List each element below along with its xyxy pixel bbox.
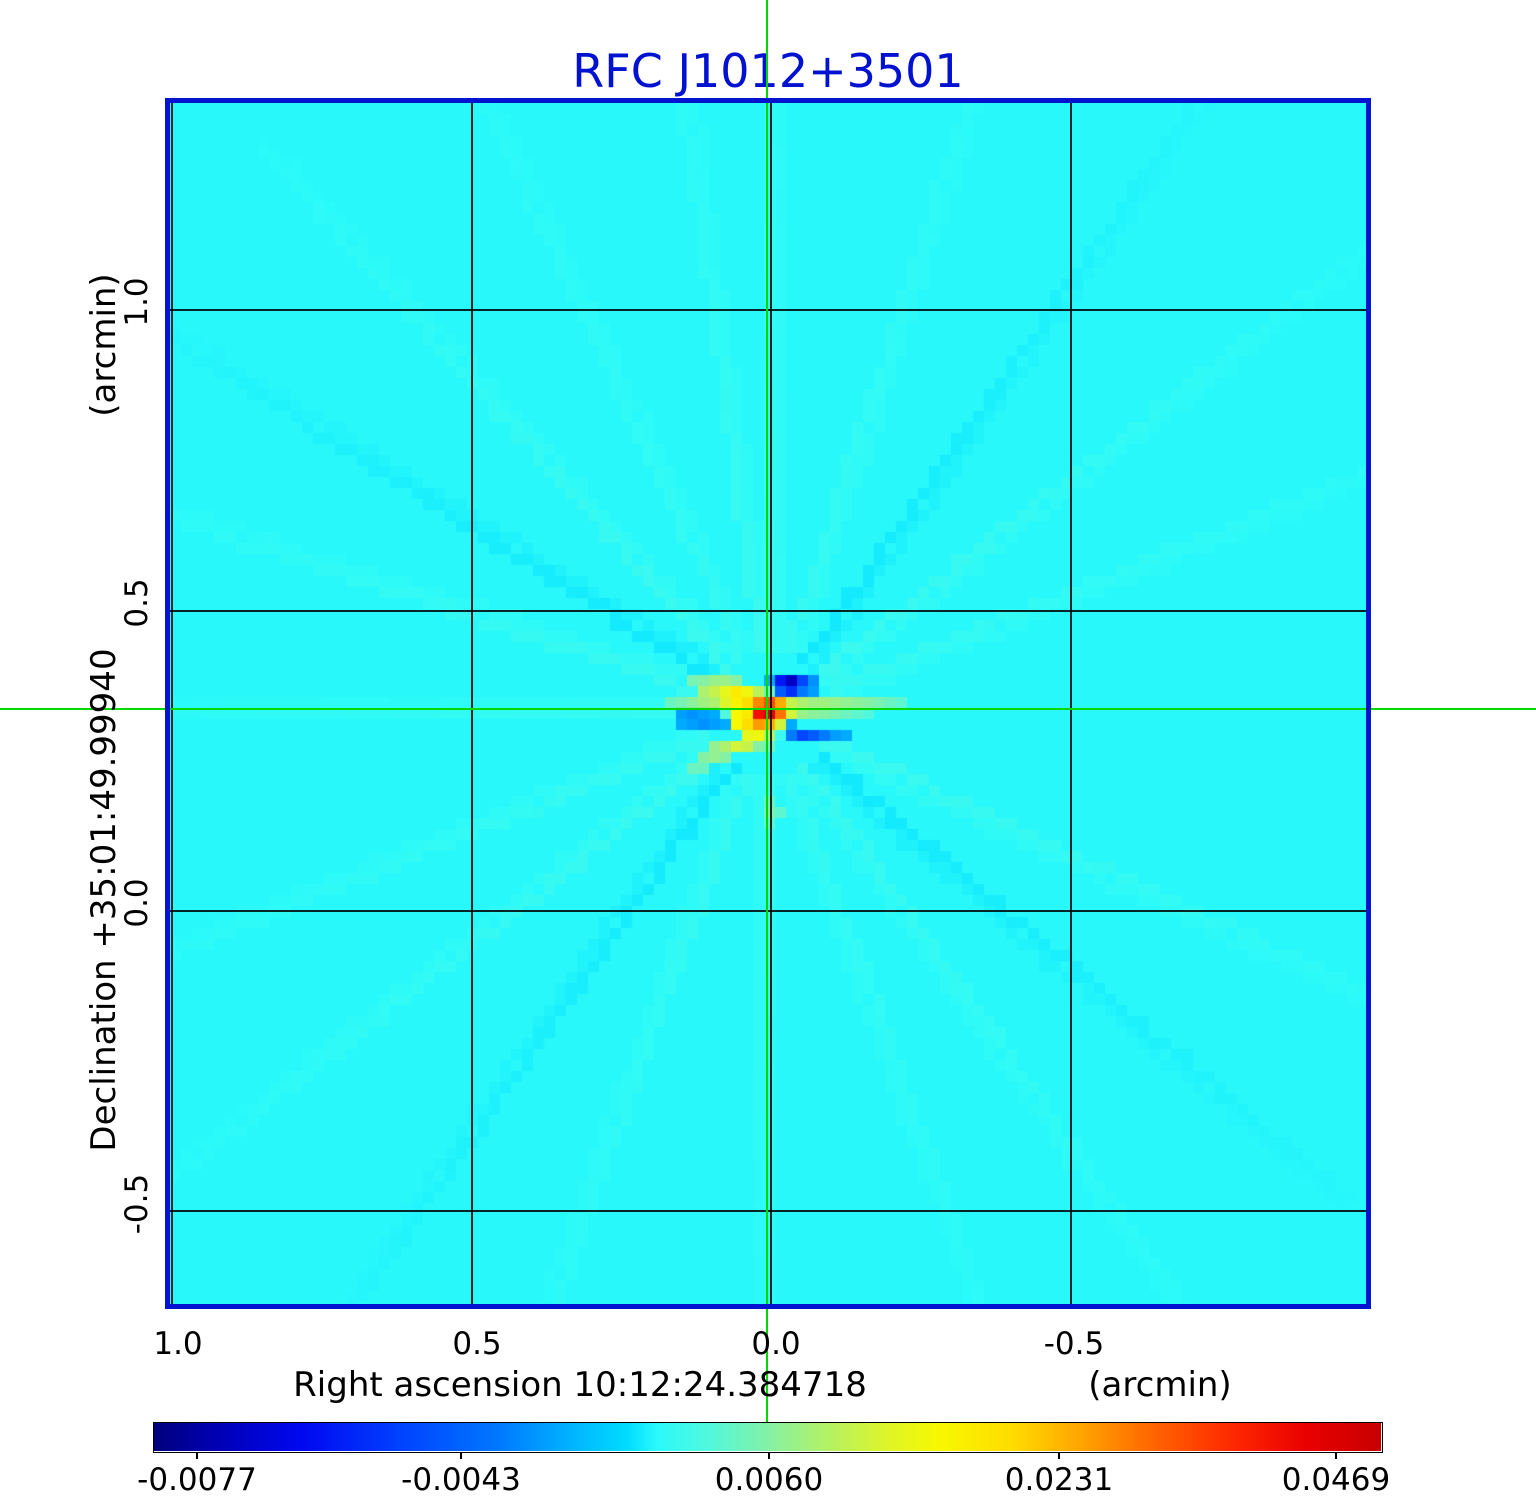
colorbar-tick <box>768 1452 770 1459</box>
colorbar-tick-label: 0.0231 <box>1004 1462 1114 1498</box>
y-tick-label: 0.5 <box>119 578 155 628</box>
gridline-dec--0.5 <box>170 1210 1366 1212</box>
y-axis-unit-label: (arcmin) <box>84 273 124 417</box>
colorbar-canvas <box>154 1423 1381 1451</box>
colorbar-frame <box>153 1422 1383 1453</box>
colorbar-tick <box>1058 1452 1060 1459</box>
heatmap-canvas <box>170 103 1366 1304</box>
colorbar-tick <box>1335 1452 1337 1459</box>
colorbar-tick-label: -0.0077 <box>137 1462 257 1498</box>
colorbar-tick-label: -0.0043 <box>401 1462 521 1498</box>
gridline-ra-1.0 <box>171 103 173 1304</box>
x-axis-unit-label: (arcmin) <box>1088 1365 1232 1405</box>
x-tick-label: -0.5 <box>1043 1326 1105 1362</box>
y-axis-label: Declination +35:01:49.99940 <box>84 648 124 1152</box>
colorbar-tick <box>460 1452 462 1459</box>
y-tick-label: 1.0 <box>119 277 155 327</box>
crosshair-horizontal-line <box>0 708 1536 710</box>
gridline-ra-0.0 <box>770 103 772 1304</box>
x-tick-label: 0.0 <box>751 1326 801 1362</box>
crosshair-vertical-line <box>766 0 768 1422</box>
y-tick-label: -0.5 <box>119 1173 155 1235</box>
gridline-ra--0.5 <box>1070 103 1072 1304</box>
gridline-dec-0.5 <box>170 610 1366 612</box>
gridline-dec-1.0 <box>170 309 1366 311</box>
y-tick-label: 0.0 <box>119 878 155 928</box>
colorbar-tick <box>196 1452 198 1459</box>
gridline-ra-0.5 <box>471 103 473 1304</box>
x-axis-label: Right ascension 10:12:24.384718 <box>293 1365 867 1405</box>
x-tick-label: 0.5 <box>452 1326 502 1362</box>
figure-title: RFC J1012+3501 <box>572 44 964 98</box>
colorbar-tick-label: 0.0060 <box>714 1462 824 1498</box>
plot-frame <box>165 98 1371 1309</box>
colorbar-tick-label: 0.0469 <box>1281 1462 1391 1498</box>
gridline-dec-0.0 <box>170 910 1366 912</box>
x-tick-label: 1.0 <box>153 1326 203 1362</box>
